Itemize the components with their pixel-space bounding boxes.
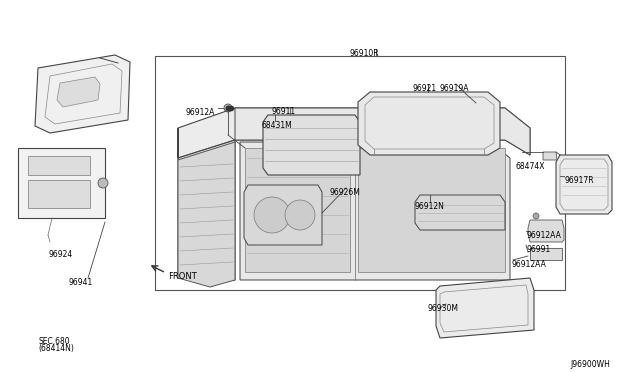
Polygon shape <box>543 152 557 160</box>
Text: 96912AA: 96912AA <box>527 231 562 240</box>
Polygon shape <box>528 220 564 242</box>
Text: FRONT: FRONT <box>168 272 196 281</box>
Text: 96912AA: 96912AA <box>512 260 547 269</box>
Text: 96911: 96911 <box>272 107 296 116</box>
Text: (68414N): (68414N) <box>38 344 74 353</box>
Polygon shape <box>28 180 90 208</box>
Polygon shape <box>436 278 534 338</box>
Polygon shape <box>178 108 530 158</box>
Text: J96900WH: J96900WH <box>570 360 610 369</box>
Polygon shape <box>235 108 530 155</box>
Text: 96941: 96941 <box>68 278 92 287</box>
Circle shape <box>533 213 539 219</box>
Circle shape <box>285 200 315 230</box>
Text: 96921: 96921 <box>413 84 437 93</box>
Polygon shape <box>530 248 562 260</box>
Text: 96912A: 96912A <box>186 108 216 117</box>
Text: 96930M: 96930M <box>428 304 459 313</box>
Text: 96919A: 96919A <box>440 84 470 93</box>
Polygon shape <box>263 115 360 175</box>
Polygon shape <box>245 148 350 272</box>
Text: 96926M: 96926M <box>330 188 361 197</box>
Polygon shape <box>57 77 100 107</box>
Text: SEC.680: SEC.680 <box>38 337 70 346</box>
Polygon shape <box>28 156 90 175</box>
Polygon shape <box>556 155 612 214</box>
Polygon shape <box>240 142 510 280</box>
Text: 96912N: 96912N <box>415 202 445 211</box>
Text: 96917R: 96917R <box>565 176 595 185</box>
Polygon shape <box>178 128 235 285</box>
Circle shape <box>254 197 290 233</box>
Polygon shape <box>35 55 130 133</box>
Text: 68431M: 68431M <box>262 121 292 130</box>
Polygon shape <box>178 142 235 287</box>
Text: 96991: 96991 <box>527 245 551 254</box>
Polygon shape <box>18 148 105 218</box>
Polygon shape <box>244 185 322 245</box>
Text: 96910R: 96910R <box>350 49 380 58</box>
Text: 68474X: 68474X <box>516 162 545 171</box>
Circle shape <box>224 104 232 112</box>
Text: 96924: 96924 <box>48 250 72 259</box>
Polygon shape <box>358 92 500 155</box>
Circle shape <box>98 178 108 188</box>
Polygon shape <box>358 148 505 272</box>
Polygon shape <box>415 195 505 230</box>
